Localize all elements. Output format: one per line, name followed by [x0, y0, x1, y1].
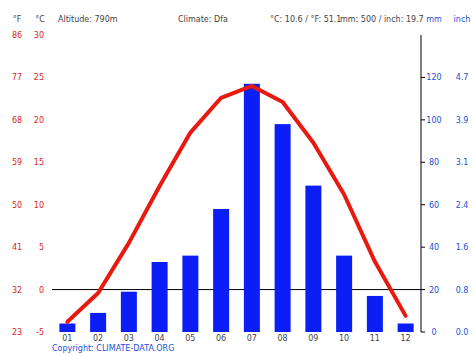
x-tick-label: 10: [339, 334, 349, 343]
y-tick-label-f: 41: [12, 243, 22, 252]
header-text: Climate: Dfa: [178, 15, 228, 24]
header-text: °C: 10.6 / °F: 51.1: [270, 15, 341, 24]
y2-tick-label: 80: [429, 158, 439, 167]
y-tick-label: 25: [34, 73, 44, 82]
y-tick-label-f: 23: [12, 328, 22, 337]
x-tick-label: 09: [308, 334, 318, 343]
y-tick-label: 20: [34, 116, 44, 125]
y-tick-label-f: 59: [12, 158, 22, 167]
y-tick-label: 0: [39, 286, 44, 295]
y-tick-label: 30: [34, 31, 44, 40]
header-text: Altitude: 790m: [58, 15, 118, 24]
y2-tick-label: 20: [429, 286, 439, 295]
precip-bar: [59, 324, 75, 332]
y-tick-label: 5: [39, 243, 44, 252]
y2-tick: [421, 289, 425, 290]
y2-tick-label: 0: [431, 328, 436, 337]
y2-tick-label-inch: 0.0: [456, 328, 469, 337]
precip-bar: [275, 124, 291, 332]
y2-tick-label: 60: [429, 201, 439, 210]
precip-bar: [121, 292, 137, 332]
y2-tick-label: 120: [426, 73, 441, 82]
y-tick-label: 15: [34, 158, 44, 167]
zero-line: [52, 289, 421, 290]
temperature-line: [67, 86, 405, 322]
y2-tick-label-inch: 1.6: [456, 243, 469, 252]
axis-unit: °F: [13, 15, 22, 24]
axis-unit: inch: [454, 15, 471, 24]
plot-area: [59, 84, 413, 332]
y-tick-label-f: 86: [12, 31, 22, 40]
precip-bar: [244, 84, 260, 332]
axis-unit: mm: [426, 15, 442, 24]
y2-tick-label-inch: 4.7: [456, 73, 469, 82]
y2-tick: [421, 204, 425, 205]
y2-tick: [421, 77, 425, 78]
y2-tick: [421, 332, 425, 333]
x-tick-label: 07: [247, 334, 257, 343]
y2-tick-label-inch: 3.9: [456, 116, 469, 125]
y-tick-label: 10: [34, 201, 44, 210]
x-tick-label: 02: [93, 334, 103, 343]
y2-tick-label: 100: [426, 116, 441, 125]
y2-tick: [421, 119, 425, 120]
y-tick-label: -5: [36, 328, 44, 337]
chart: Altitude: 790m Climate: Dfa °C: 10.6 / °F:…: [0, 0, 474, 355]
y-tick-label-f: 68: [12, 116, 22, 125]
y2-tick-label: 40: [429, 243, 439, 252]
precip-bar: [336, 256, 352, 332]
y2-tick-label-inch: 3.1: [456, 158, 469, 167]
precip-bar: [305, 186, 321, 332]
precip-bar: [90, 313, 106, 332]
y2-axis-line: [421, 35, 422, 332]
precip-bar: [152, 262, 168, 332]
precip-bar: [182, 256, 198, 332]
header-text: mm: 500 / inch: 19.7: [340, 15, 424, 24]
y2-tick-label-inch: 2.4: [456, 201, 469, 210]
y-tick-label-f: 50: [12, 201, 22, 210]
y2-tick-label-inch: 0.8: [456, 286, 469, 295]
precip-bar: [367, 296, 383, 332]
y2-tick: [421, 162, 425, 163]
copyright: Copyright: CLIMATE-DATA.ORG: [52, 344, 174, 353]
y-tick-label-f: 77: [12, 73, 22, 82]
x-tick-label: 01: [62, 334, 72, 343]
precip-bar: [213, 209, 229, 332]
x-tick-label: 04: [155, 334, 165, 343]
x-tick-label: 06: [216, 334, 226, 343]
precip-bar: [398, 324, 414, 332]
axis-unit: °C: [35, 15, 45, 24]
x-tick-label: 11: [370, 334, 380, 343]
x-tick-label: 12: [401, 334, 411, 343]
x-tick-label: 03: [124, 334, 134, 343]
y2-tick: [421, 247, 425, 248]
x-tick-label: 08: [278, 334, 288, 343]
y-tick-label-f: 32: [12, 286, 22, 295]
x-tick-label: 05: [185, 334, 195, 343]
